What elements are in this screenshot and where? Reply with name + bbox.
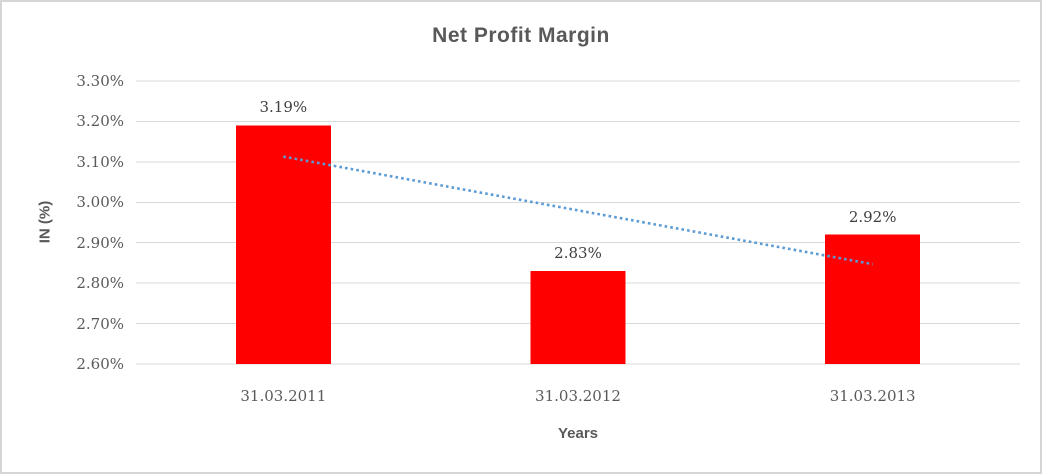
bar xyxy=(825,234,921,364)
x-axis-title: Years xyxy=(557,425,599,442)
bar xyxy=(235,125,331,364)
bar xyxy=(530,271,626,364)
y-axis-tick-label: 3.20% xyxy=(76,112,124,131)
y-axis-tick-label: 3.00% xyxy=(76,193,124,212)
chart-title: Net Profit Margin xyxy=(432,24,610,47)
y-axis-tick-label: 3.10% xyxy=(76,152,124,171)
x-axis-category-label: 31.03.2012 xyxy=(535,387,621,405)
y-axis-tick-label: 2.80% xyxy=(76,274,124,293)
bar-data-label: 2.83% xyxy=(554,244,602,262)
y-axis-tick-label: 2.60% xyxy=(76,355,124,373)
y-axis-tick-label: 2.70% xyxy=(76,314,124,333)
bar-data-label: 2.92% xyxy=(848,207,897,226)
plot-area xyxy=(136,80,1020,365)
x-axis-category-label: 31.03.2011 xyxy=(240,387,327,405)
y-axis-tick-label: 3.30% xyxy=(76,72,124,90)
y-axis-tick-label: 2.90% xyxy=(76,233,124,252)
plot-svg xyxy=(136,80,1020,365)
x-axis-category-label: 31.03.2013 xyxy=(829,387,916,405)
bar-data-label: 3.19% xyxy=(259,98,308,117)
